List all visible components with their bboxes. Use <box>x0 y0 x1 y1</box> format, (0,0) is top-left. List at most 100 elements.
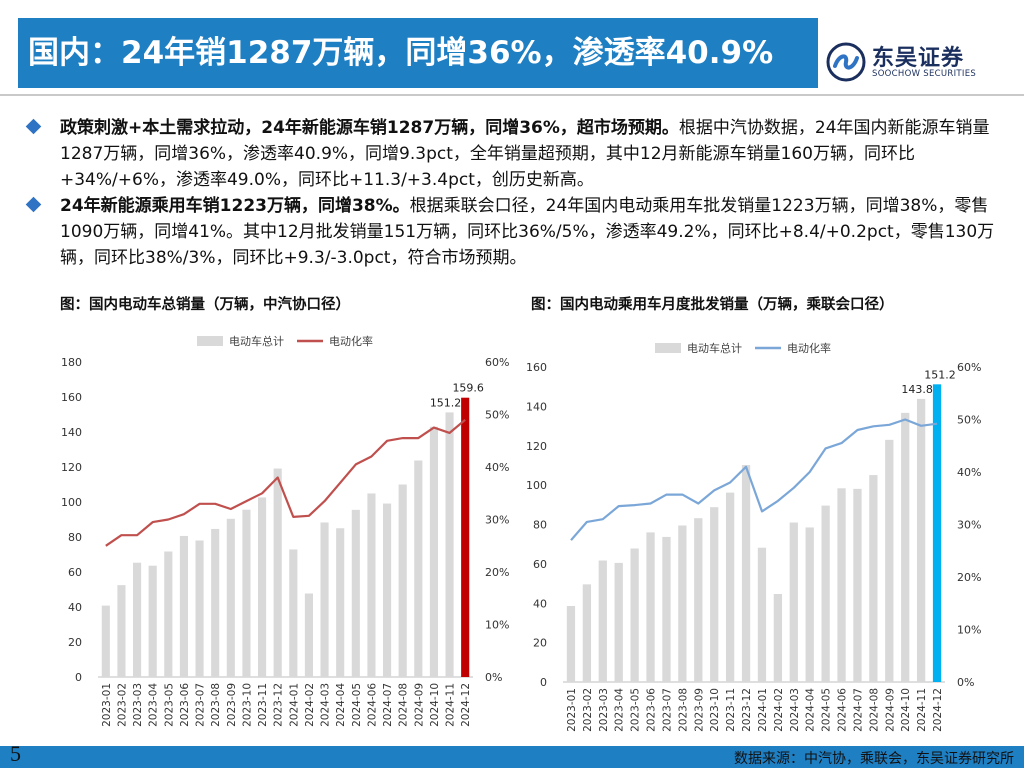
bullet-point: 政策刺激+本土需求拉动，24年新能源车销1287万辆，同增36%，超市场预期。根… <box>25 115 998 193</box>
bar <box>821 505 830 682</box>
bullet-point: 24年新能源乘用车销1223万辆，同增38%。根据乘联会口径，24年国内电动乘用… <box>25 193 998 271</box>
y-left-tick-label: 60 <box>68 566 82 579</box>
x-tick-label: 2024-12 <box>932 688 944 732</box>
bar <box>461 397 470 677</box>
y-left-tick-label: 60 <box>533 558 547 571</box>
y-left-tick-label: 160 <box>61 391 82 404</box>
x-tick-label: 2023-01 <box>566 688 578 732</box>
y-right-tick-label: 40% <box>485 461 509 474</box>
bar <box>398 484 407 677</box>
bar <box>242 509 251 677</box>
bar <box>869 475 878 682</box>
legend-bar-swatch <box>655 343 681 353</box>
data-label: 143.8 <box>901 383 933 396</box>
x-tick-label: 2023-05 <box>630 688 642 732</box>
y-left-tick-label: 120 <box>61 461 82 474</box>
bar <box>383 503 392 677</box>
x-tick-label: 2024-11 <box>445 683 457 727</box>
bar <box>320 522 329 677</box>
x-tick-label: 2024-09 <box>884 688 896 732</box>
chart-ev-total-sales: 电动车总计 电动化率 0 20 40 60 80 100 120 140 160 180 0% 10% 20… <box>61 334 509 727</box>
y-right-tick-label: 30% <box>485 514 509 527</box>
y-left-tick-label: 140 <box>526 400 547 413</box>
bar <box>741 465 751 682</box>
slide-title: 国内：24年销1287万辆，同增36%，渗透率40.9% <box>18 18 818 88</box>
bar <box>805 527 814 682</box>
x-tick-label: 2024-06 <box>837 688 849 732</box>
bar <box>582 584 592 682</box>
x-tick-label: 2024-08 <box>398 683 410 727</box>
x-tick-label: 2023-04 <box>148 683 160 727</box>
legend-bar-label: 电动车总计 <box>687 341 742 355</box>
bar <box>117 585 126 677</box>
x-tick-label: 2024-03 <box>320 683 332 727</box>
diamond-bullet-icon <box>25 196 42 213</box>
bar <box>694 518 703 682</box>
x-tick-label: 2023-09 <box>693 688 705 732</box>
bar <box>164 551 173 677</box>
logo-text-en: SOOCHOW SECURITIES <box>872 69 977 79</box>
y-left-tick-label: 160 <box>526 361 547 374</box>
bar <box>710 507 719 682</box>
y-right-tick-label: 20% <box>957 571 981 584</box>
bar <box>757 547 767 682</box>
bar <box>853 488 862 682</box>
x-tick-label: 2024-07 <box>382 683 394 727</box>
bullet-body: 根据中汽协数据，24年国内新能源车销量1287万辆，同增36%，渗透率40.9%… <box>60 118 990 190</box>
legend-bar-label: 电动车总计 <box>229 334 284 348</box>
y-right-tick-label: 40% <box>957 466 981 479</box>
bar <box>916 398 926 682</box>
x-tick-label: 2023-03 <box>598 688 610 732</box>
y-left-tick-label: 120 <box>526 440 547 453</box>
bar <box>598 560 607 682</box>
y-left-tick-label: 140 <box>61 426 82 439</box>
y-left-tick-label: 100 <box>61 496 82 509</box>
y-left-tick-label: 40 <box>533 597 547 610</box>
bar <box>932 384 942 682</box>
bar <box>101 605 110 677</box>
x-tick-label: 2023-04 <box>614 688 626 732</box>
x-tick-label: 2023-02 <box>116 683 128 727</box>
chart-title-left: 图：国内电动车总销量（万辆，中汽协口径） <box>60 297 350 313</box>
bar <box>367 493 376 677</box>
company-logo: 东吴证券 SOOCHOW SECURITIES <box>826 40 1016 86</box>
y-right-tick-label: 50% <box>957 414 981 427</box>
x-tick-label: 2023-01 <box>101 683 113 727</box>
data-label: 151.2 <box>430 396 462 409</box>
x-tick-label: 2024-05 <box>351 683 363 727</box>
x-tick-label: 2024-12 <box>460 683 472 727</box>
bar <box>429 426 438 677</box>
legend-line-label: 电动化率 <box>787 341 831 355</box>
bar <box>885 439 894 682</box>
bar <box>773 593 783 682</box>
bullet-body: 根据乘联会口径，24年国内电动乘用车批发销量1223万辆，同增38%，零售109… <box>60 196 995 268</box>
bar <box>837 488 846 682</box>
y-left-tick-label: 80 <box>68 531 82 544</box>
penetration-rate-line <box>105 418 466 547</box>
diamond-bullet-icon <box>25 118 42 135</box>
x-tick-label: 2023-03 <box>132 683 144 727</box>
x-tick-label: 2024-06 <box>366 683 378 727</box>
y-right-tick-label: 20% <box>485 566 509 579</box>
bar <box>678 525 687 682</box>
y-right-tick-label: 60% <box>485 356 509 369</box>
x-tick-label: 2023-09 <box>226 683 238 727</box>
x-tick-label: 2023-06 <box>179 683 191 727</box>
bar <box>351 509 360 677</box>
header-divider <box>0 94 1024 96</box>
x-tick-label: 2024-01 <box>757 688 769 732</box>
bar <box>630 548 639 682</box>
legend-bar-swatch <box>197 336 223 346</box>
y-left-tick-label: 40 <box>68 601 82 614</box>
bar <box>789 522 798 682</box>
y-right-tick-label: 0% <box>957 676 974 689</box>
y-right-tick-label: 60% <box>957 361 981 374</box>
bullet-text: 24年新能源乘用车销1223万辆，同增38%。根据乘联会口径，24年国内电动乘用… <box>60 193 998 271</box>
x-tick-label: 2024-11 <box>916 688 928 732</box>
x-tick-label: 2023-12 <box>741 688 753 732</box>
x-tick-label: 2023-08 <box>677 688 689 732</box>
chart-title-right: 图：国内电动乘用车月度批发销量（万辆，乘联会口径） <box>531 297 894 313</box>
y-left-tick-label: 0 <box>540 676 547 689</box>
bar <box>179 535 188 677</box>
footer-bar <box>0 746 1024 768</box>
